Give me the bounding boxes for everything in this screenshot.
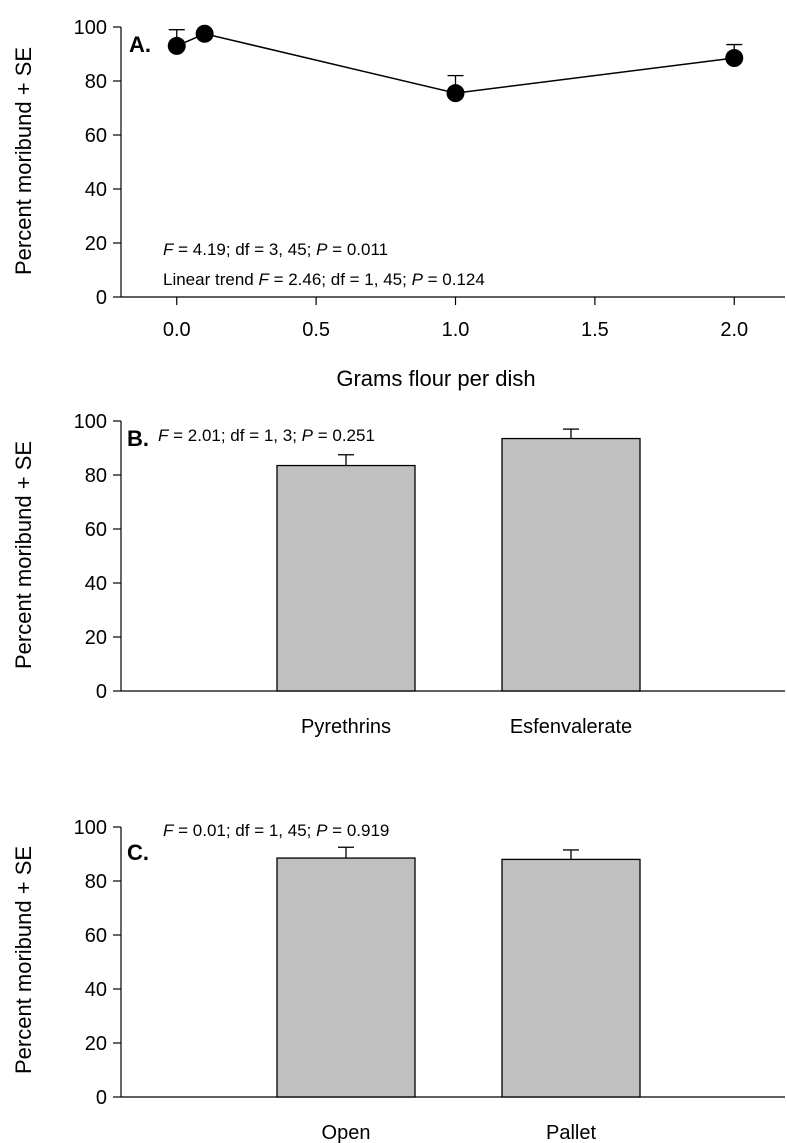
y-axis-title: Percent moribund + SE xyxy=(11,47,36,275)
y-axis-title: Percent moribund + SE xyxy=(11,441,36,669)
data-point xyxy=(195,24,214,43)
f-symbol: F xyxy=(163,821,175,840)
y-tick-label: 40 xyxy=(85,573,107,595)
trend-prefix: Linear trend xyxy=(163,270,258,289)
p-value: = 0.124 xyxy=(423,270,485,289)
panel-label: A. xyxy=(129,32,151,57)
category-label: Pyrethrins xyxy=(301,716,391,738)
panel-label: C. xyxy=(127,840,149,865)
stat-annotation: F = 4.19; df = 3, 45; P = 0.011 xyxy=(163,240,388,259)
y-tick-label: 100 xyxy=(74,17,107,39)
y-axis-title: Percent moribund + SE xyxy=(11,846,36,1074)
stat-annotation-trend: Linear trend F = 2.46; df = 1, 45; P = 0… xyxy=(163,270,485,289)
data-point xyxy=(167,36,186,55)
y-tick-label: 100 xyxy=(74,411,107,433)
panel-b-chart: 0 20 40 60 80 100 Percent moribund + SE Pyrethr… xyxy=(11,411,785,738)
y-tick-label: 40 xyxy=(85,179,107,201)
p-symbol: P xyxy=(316,240,328,259)
stat-annotation: F = 2.01; df = 1, 3; P = 0.251 xyxy=(158,426,375,445)
data-line xyxy=(176,32,735,94)
category-label: Esfenvalerate xyxy=(510,716,632,738)
p-symbol: P xyxy=(412,270,424,289)
stat-values: = 0.01; df = 1, 45; xyxy=(173,821,316,840)
x-tick-label: 0.5 xyxy=(302,319,330,341)
panel-label: B. xyxy=(127,426,149,451)
f-symbol: F xyxy=(258,270,270,289)
y-tick-label: 60 xyxy=(85,519,107,541)
x-tick-label: 1.5 xyxy=(581,319,609,341)
y-tick-label: 20 xyxy=(85,1033,107,1055)
y-tick-label: 0 xyxy=(96,1087,107,1109)
f-symbol: F xyxy=(158,426,170,445)
y-tick-label: 80 xyxy=(85,871,107,893)
p-value: = 0.251 xyxy=(313,426,375,445)
y-tick-label: 100 xyxy=(74,817,107,839)
stat-annotation: F = 0.01; df = 1, 45; P = 0.919 xyxy=(163,821,389,840)
category-label: Open xyxy=(322,1122,371,1143)
y-tick-label: 60 xyxy=(85,925,107,947)
data-point xyxy=(446,84,465,103)
f-symbol: F xyxy=(163,240,175,259)
bar xyxy=(276,857,416,1098)
y-tick-label: 20 xyxy=(85,627,107,649)
x-tick-label: 1.0 xyxy=(442,319,470,341)
stat-values: = 2.46; df = 1, 45; xyxy=(269,270,412,289)
stat-values: = 2.01; df = 1, 3; xyxy=(168,426,301,445)
y-tick-label: 80 xyxy=(85,465,107,487)
bar xyxy=(501,858,641,1098)
panel-a-chart: 0 20 40 60 80 100 Percent moribund + SE 0.0 0.5 1… xyxy=(11,17,785,391)
p-value: = 0.919 xyxy=(327,821,389,840)
y-tick-label: 20 xyxy=(85,233,107,255)
p-symbol: P xyxy=(302,426,314,445)
y-tick-label: 40 xyxy=(85,979,107,1001)
data-point xyxy=(725,49,744,68)
y-tick-label: 80 xyxy=(85,71,107,93)
x-tick-label: 2.0 xyxy=(720,319,748,341)
x-axis-title: Grams flour per dish xyxy=(336,366,535,391)
panel-c-chart: 0 20 40 60 80 100 Percent moribund + SE Open Pal… xyxy=(11,817,785,1143)
p-symbol: P xyxy=(316,821,328,840)
y-tick-label: 60 xyxy=(85,125,107,147)
bar xyxy=(276,464,416,692)
y-tick-label: 0 xyxy=(96,287,107,309)
y-tick-label: 0 xyxy=(96,681,107,703)
bar xyxy=(501,437,641,692)
x-tick-label: 0.0 xyxy=(163,319,191,341)
stat-values: = 4.19; df = 3, 45; xyxy=(173,240,316,259)
category-label: Pallet xyxy=(546,1122,596,1143)
p-value: = 0.011 xyxy=(327,240,388,259)
